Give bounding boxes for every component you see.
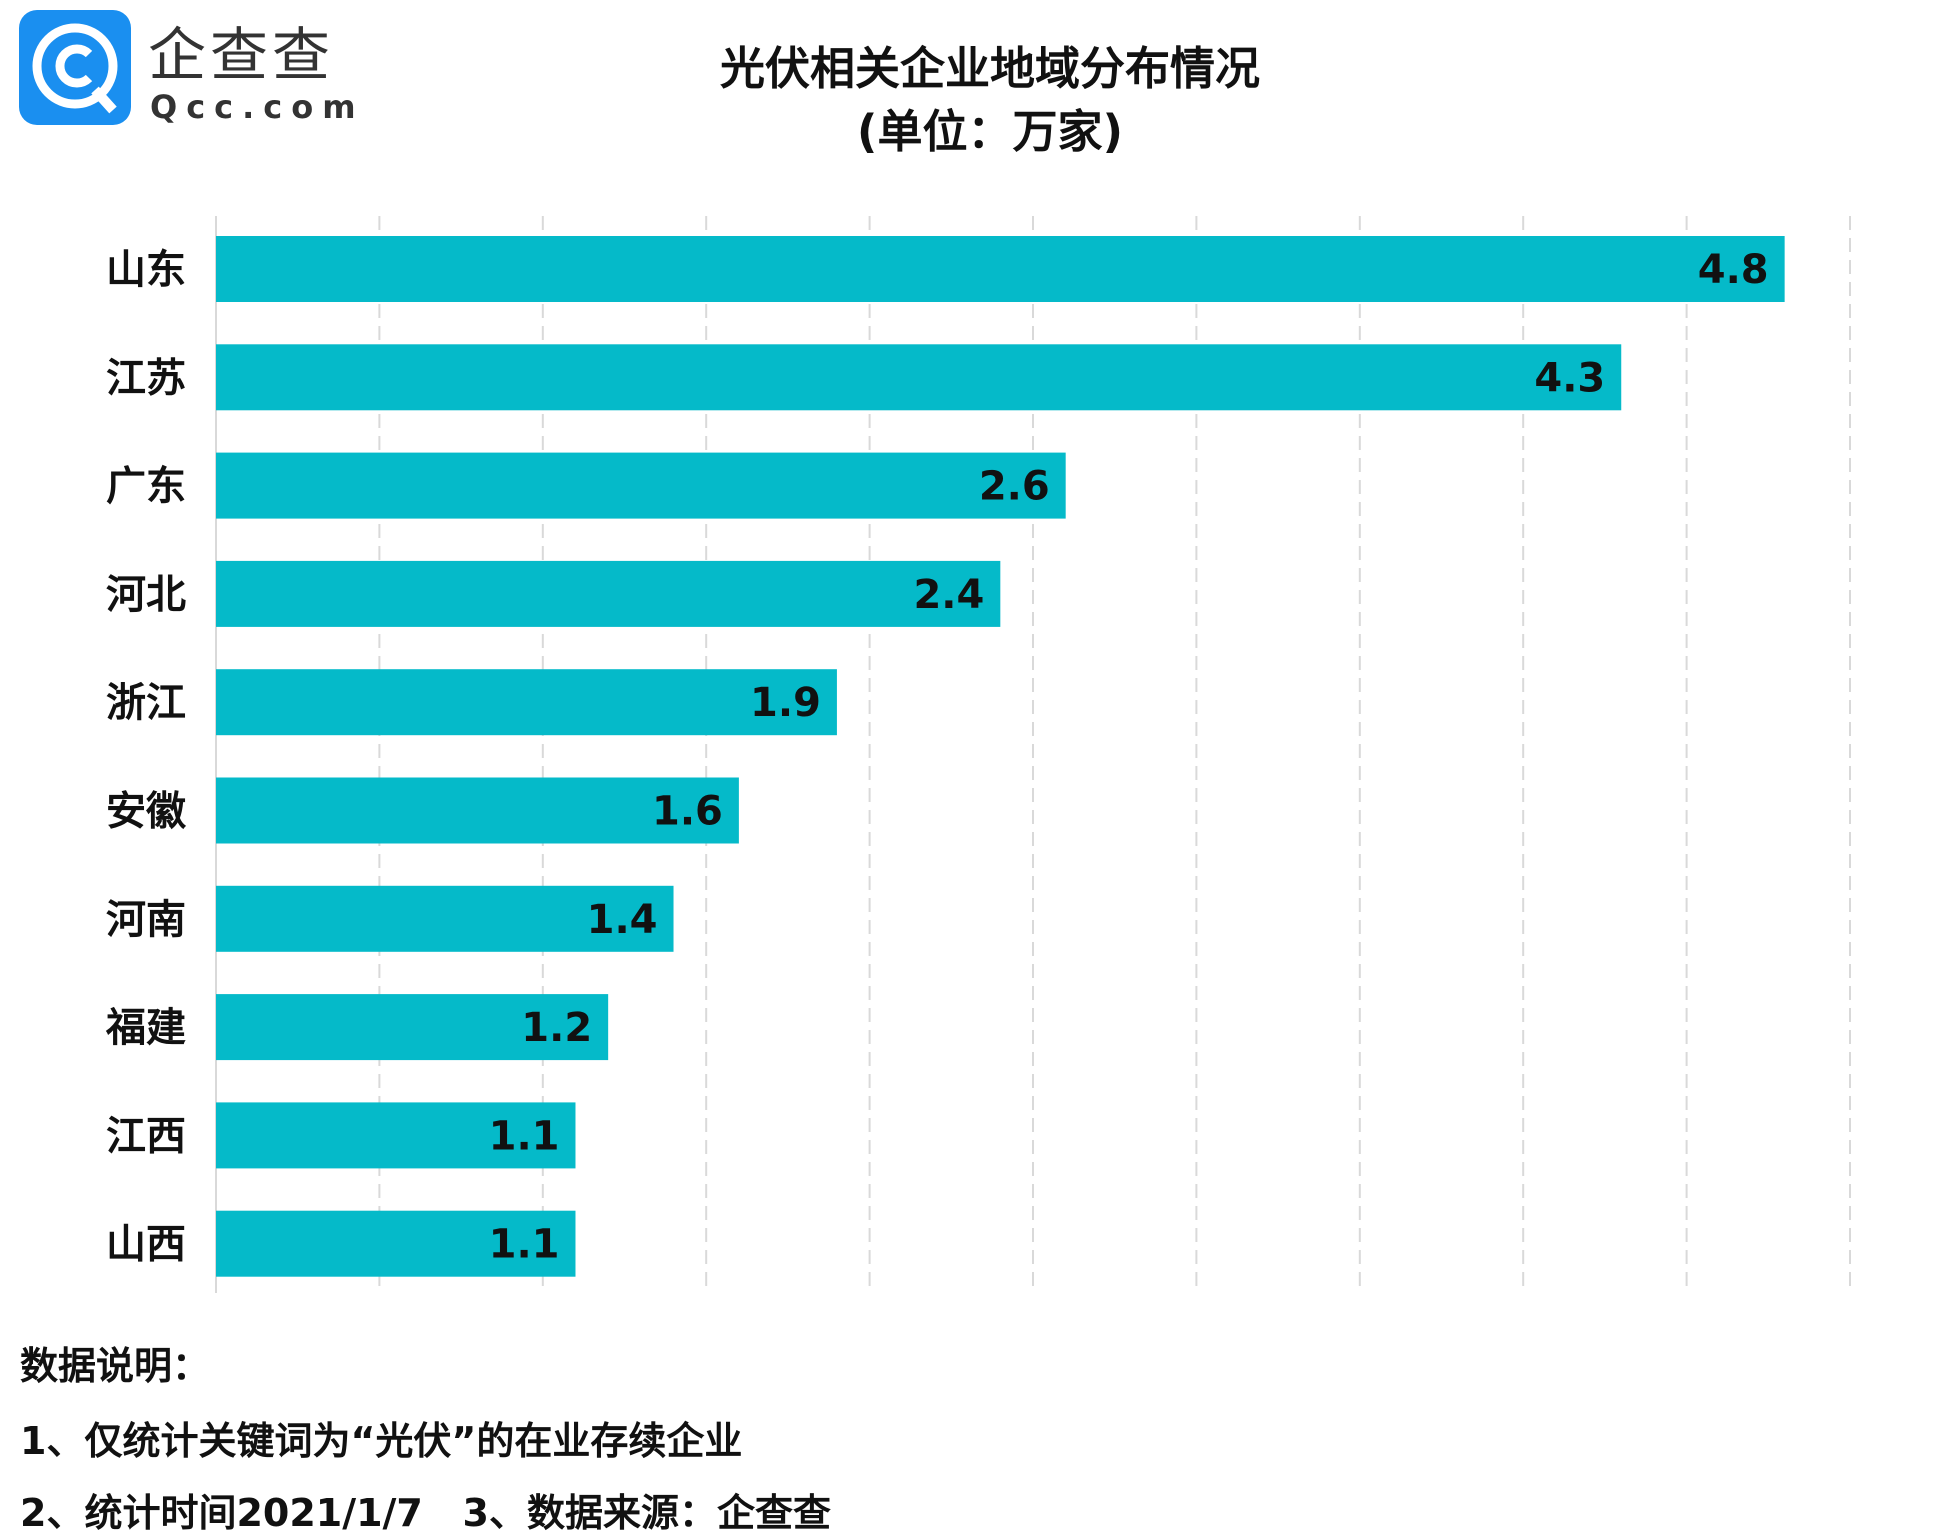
category-label: 江苏 xyxy=(106,355,186,401)
data-label: 1.9 xyxy=(750,680,821,726)
category-label: 广东 xyxy=(106,464,186,510)
data-label: 1.4 xyxy=(587,897,658,943)
logo-brand-cn: 企查查 xyxy=(148,21,335,89)
category-label: 福建 xyxy=(105,1005,186,1051)
category-label: 山东 xyxy=(106,247,186,293)
bar-江西 xyxy=(216,1102,576,1169)
bar-河北 xyxy=(216,560,1001,627)
data-label: 1.2 xyxy=(521,1005,592,1051)
notes-line-1: 1、仅统计关键词为“光伏”的在业存续企业 xyxy=(20,1419,743,1463)
chart-subtitle: (单位：万家) xyxy=(856,105,1124,158)
bar-山东 xyxy=(216,236,1785,302)
qcc-logo-icon xyxy=(19,10,131,125)
bar-浙江 xyxy=(216,669,837,736)
category-label: 浙江 xyxy=(106,680,186,726)
bar-山西 xyxy=(216,1210,576,1277)
category-label: 江西 xyxy=(106,1113,186,1159)
bar-江苏 xyxy=(216,344,1622,411)
data-label: 1.1 xyxy=(489,1222,560,1268)
data-label: 1.1 xyxy=(489,1113,560,1159)
chart-title: 光伏相关企业地域分布情况 xyxy=(719,42,1260,95)
data-label: 2.6 xyxy=(979,464,1050,510)
category-label: 山西 xyxy=(106,1222,186,1268)
notes-heading: 数据说明： xyxy=(20,1344,211,1388)
bar-广东 xyxy=(216,452,1066,519)
bar-安徽 xyxy=(216,777,739,844)
data-label: 2.4 xyxy=(913,572,984,618)
bar-河南 xyxy=(216,885,674,952)
bar-福建 xyxy=(216,994,609,1061)
data-label: 1.6 xyxy=(652,789,723,835)
category-label: 安徽 xyxy=(106,789,187,835)
data-label: 4.3 xyxy=(1534,355,1605,401)
logo-brand-en: Qcc.com xyxy=(150,88,365,126)
data-label: 4.8 xyxy=(1698,247,1769,293)
category-label: 河北 xyxy=(106,572,186,618)
category-label: 河南 xyxy=(106,897,186,943)
bar-chart: 山东 4.8 江苏 4.3 广东 2.6 河北 2.4 浙江 1.9 安徽 1.6 河南 1.4 福建 1.2… xyxy=(105,216,1851,1293)
notes-line-2: 2、统计时间2021/1/7 3、数据来源：企查查 xyxy=(20,1491,831,1535)
